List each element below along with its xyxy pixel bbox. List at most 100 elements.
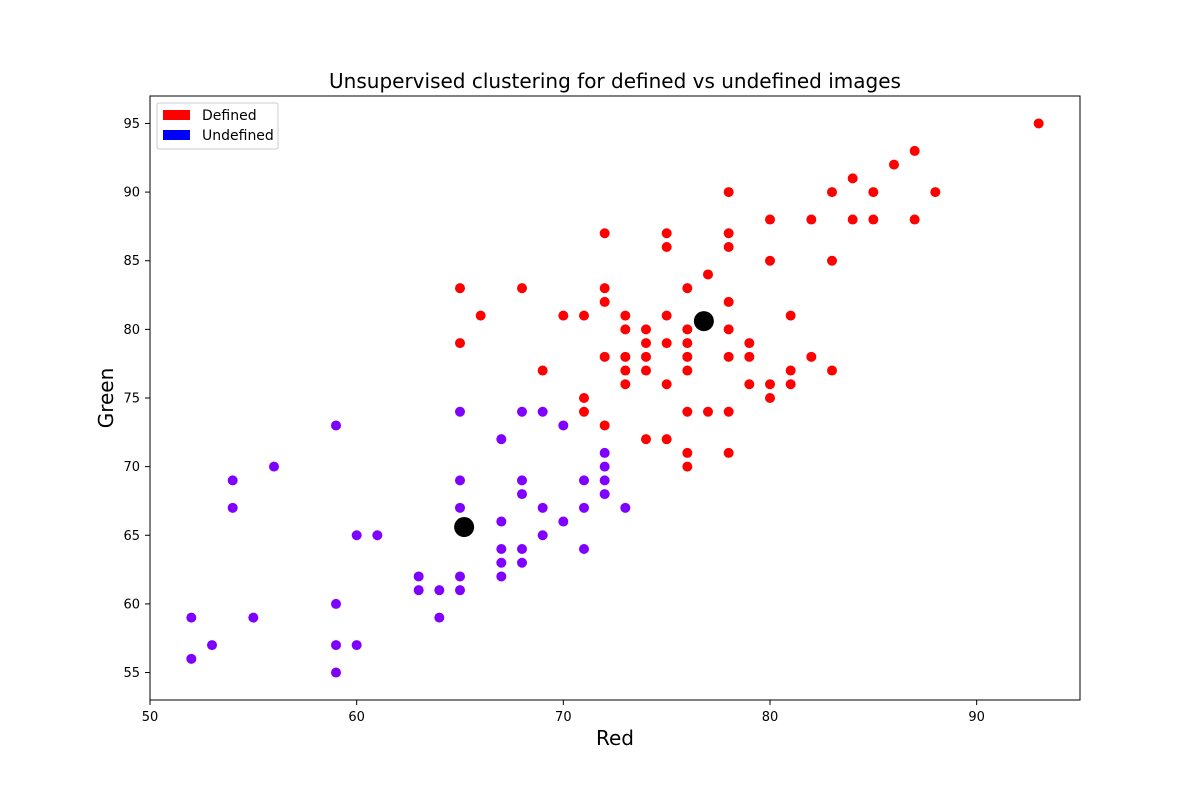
data-point <box>537 406 548 417</box>
data-point <box>661 338 672 349</box>
x-tick-label: 80 <box>762 710 779 725</box>
data-point <box>496 544 507 554</box>
data-point <box>744 351 755 362</box>
data-point <box>641 351 651 362</box>
data-point <box>661 228 672 239</box>
data-point <box>744 379 755 390</box>
data-point <box>599 461 610 472</box>
data-point <box>620 365 631 376</box>
data-point <box>599 489 610 500</box>
data-point <box>641 434 651 445</box>
data-point <box>455 585 465 596</box>
data-point <box>186 653 197 664</box>
data-point <box>806 351 817 362</box>
data-point <box>496 557 507 568</box>
data-point <box>909 214 920 225</box>
legend-swatch-undefined <box>163 130 190 140</box>
data-point <box>661 310 672 321</box>
data-point <box>682 461 693 472</box>
data-point <box>455 406 465 417</box>
y-tick-label: 85 <box>123 254 140 269</box>
data-point <box>620 324 631 335</box>
x-tick-label: 50 <box>142 710 159 725</box>
data-point <box>682 406 693 417</box>
data-point <box>620 502 631 513</box>
data-point <box>765 393 775 403</box>
data-point <box>331 667 341 678</box>
data-point <box>641 365 651 376</box>
data-point <box>723 351 734 362</box>
data-point <box>186 612 197 623</box>
data-point <box>579 406 589 417</box>
legend-label-undefined: Undefined <box>202 128 274 144</box>
data-point <box>537 530 548 541</box>
y-tick-label: 65 <box>123 529 140 544</box>
data-point <box>661 379 672 390</box>
data-point <box>661 434 672 445</box>
data-point <box>227 502 238 513</box>
data-point <box>455 283 465 294</box>
data-point <box>455 338 465 349</box>
data-point <box>641 338 651 349</box>
y-tick-label: 70 <box>123 460 140 475</box>
data-point <box>434 612 445 623</box>
data-point <box>827 255 837 266</box>
data-point <box>723 447 734 458</box>
data-point <box>682 283 693 294</box>
x-tick-label: 60 <box>348 710 365 725</box>
data-point <box>517 406 527 417</box>
data-point <box>785 365 796 376</box>
data-point <box>599 296 610 307</box>
data-point <box>455 475 465 486</box>
centroid-point <box>693 311 714 332</box>
data-point <box>847 173 858 184</box>
data-point <box>599 420 610 431</box>
legend-label-defined: Defined <box>202 108 257 124</box>
data-point <box>496 434 507 445</box>
data-point <box>1033 118 1044 129</box>
data-point <box>558 420 569 431</box>
data-point <box>620 351 631 362</box>
data-point <box>227 475 238 486</box>
y-tick-label: 90 <box>123 186 140 201</box>
data-point <box>558 516 569 527</box>
data-point <box>723 242 734 252</box>
data-point <box>517 544 527 554</box>
data-point <box>930 187 941 198</box>
y-tick-label: 75 <box>123 392 140 407</box>
data-point <box>682 338 693 349</box>
data-point <box>579 502 589 513</box>
data-point <box>413 571 424 582</box>
data-point <box>372 530 383 541</box>
data-point <box>599 283 610 294</box>
legend: Defined Undefined <box>156 102 279 150</box>
x-tick-label: 90 <box>968 710 985 725</box>
data-point <box>785 379 796 390</box>
legend-swatch-defined <box>163 110 190 120</box>
data-point <box>248 612 259 623</box>
data-point <box>827 365 837 376</box>
x-axis-label: Red <box>596 726 634 750</box>
data-point <box>351 640 362 651</box>
y-tick-label: 55 <box>123 666 140 681</box>
data-point <box>269 461 279 472</box>
x-tick-label: 70 <box>555 710 572 725</box>
y-tick-label: 60 <box>123 597 140 612</box>
data-point <box>331 640 341 651</box>
data-point <box>723 406 734 417</box>
data-point <box>599 447 610 458</box>
data-point <box>827 187 837 198</box>
data-point <box>723 296 734 307</box>
y-axis: 55 60 65 70 75 80 85 90 95 <box>123 117 150 681</box>
y-tick-label: 80 <box>123 323 140 338</box>
x-axis: 50 60 70 80 90 <box>142 700 985 725</box>
data-point <box>723 324 734 335</box>
data-point <box>847 214 858 225</box>
data-point <box>496 571 507 582</box>
data-point <box>765 255 775 266</box>
data-point <box>517 489 527 500</box>
data-point <box>806 214 817 225</box>
y-axis-label: Green <box>94 368 118 429</box>
data-point <box>579 544 589 554</box>
data-point <box>537 365 548 376</box>
